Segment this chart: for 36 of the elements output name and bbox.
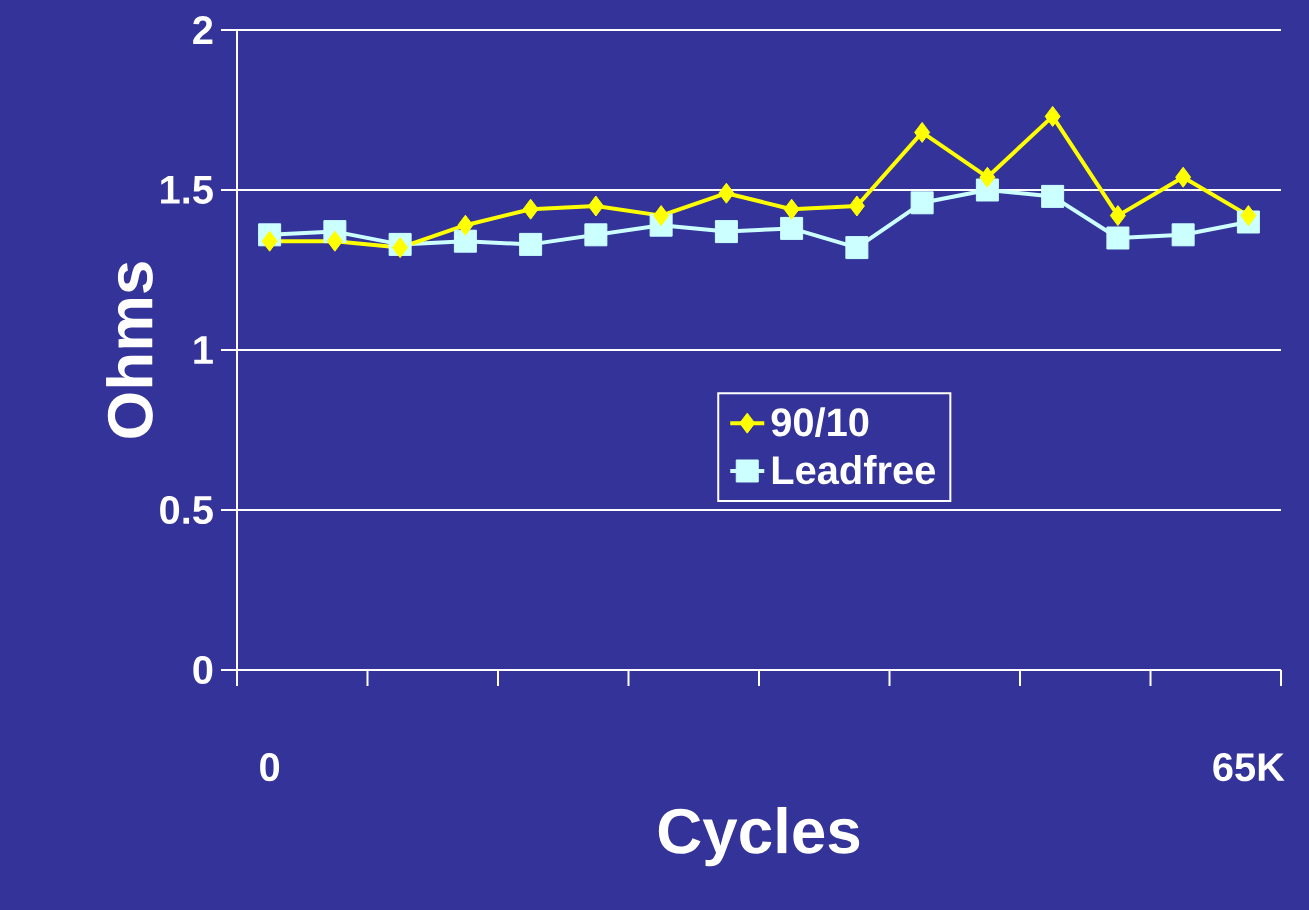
- point: [453, 229, 477, 253]
- point: [979, 166, 996, 188]
- point: [783, 198, 800, 220]
- point: [718, 182, 735, 204]
- point: [848, 195, 865, 217]
- y-tick-label: 0.5: [160, 495, 213, 525]
- y-tick-label: 1.5: [161, 176, 213, 204]
- point: [914, 121, 931, 143]
- point: [392, 237, 409, 259]
- point: [326, 230, 343, 252]
- point: [714, 220, 738, 244]
- point: [1109, 205, 1126, 227]
- point: [845, 236, 869, 260]
- point: [587, 195, 604, 217]
- point: [1175, 166, 1192, 188]
- point: [910, 191, 934, 215]
- y-tick-label: 0: [193, 655, 213, 685]
- x-axis-title: Cycles: [658, 806, 860, 867]
- point: [1041, 184, 1065, 208]
- point: [1106, 226, 1130, 250]
- legend-label: 90/10: [771, 407, 869, 437]
- point: [457, 214, 474, 236]
- legend-label: Leadfree: [772, 455, 935, 485]
- point: [1171, 223, 1195, 247]
- y-tick-label: 1: [194, 336, 213, 364]
- y-axis-title: Ohms: [106, 262, 153, 438]
- point: [584, 223, 608, 247]
- point: [780, 216, 804, 240]
- point: [1044, 105, 1061, 127]
- point: [261, 230, 278, 252]
- point: [1240, 205, 1257, 227]
- x-tick-label: 65K: [1213, 753, 1285, 782]
- y-tick-label: 2: [193, 16, 213, 44]
- point: [519, 232, 543, 256]
- point: [653, 205, 670, 227]
- point: [522, 198, 539, 220]
